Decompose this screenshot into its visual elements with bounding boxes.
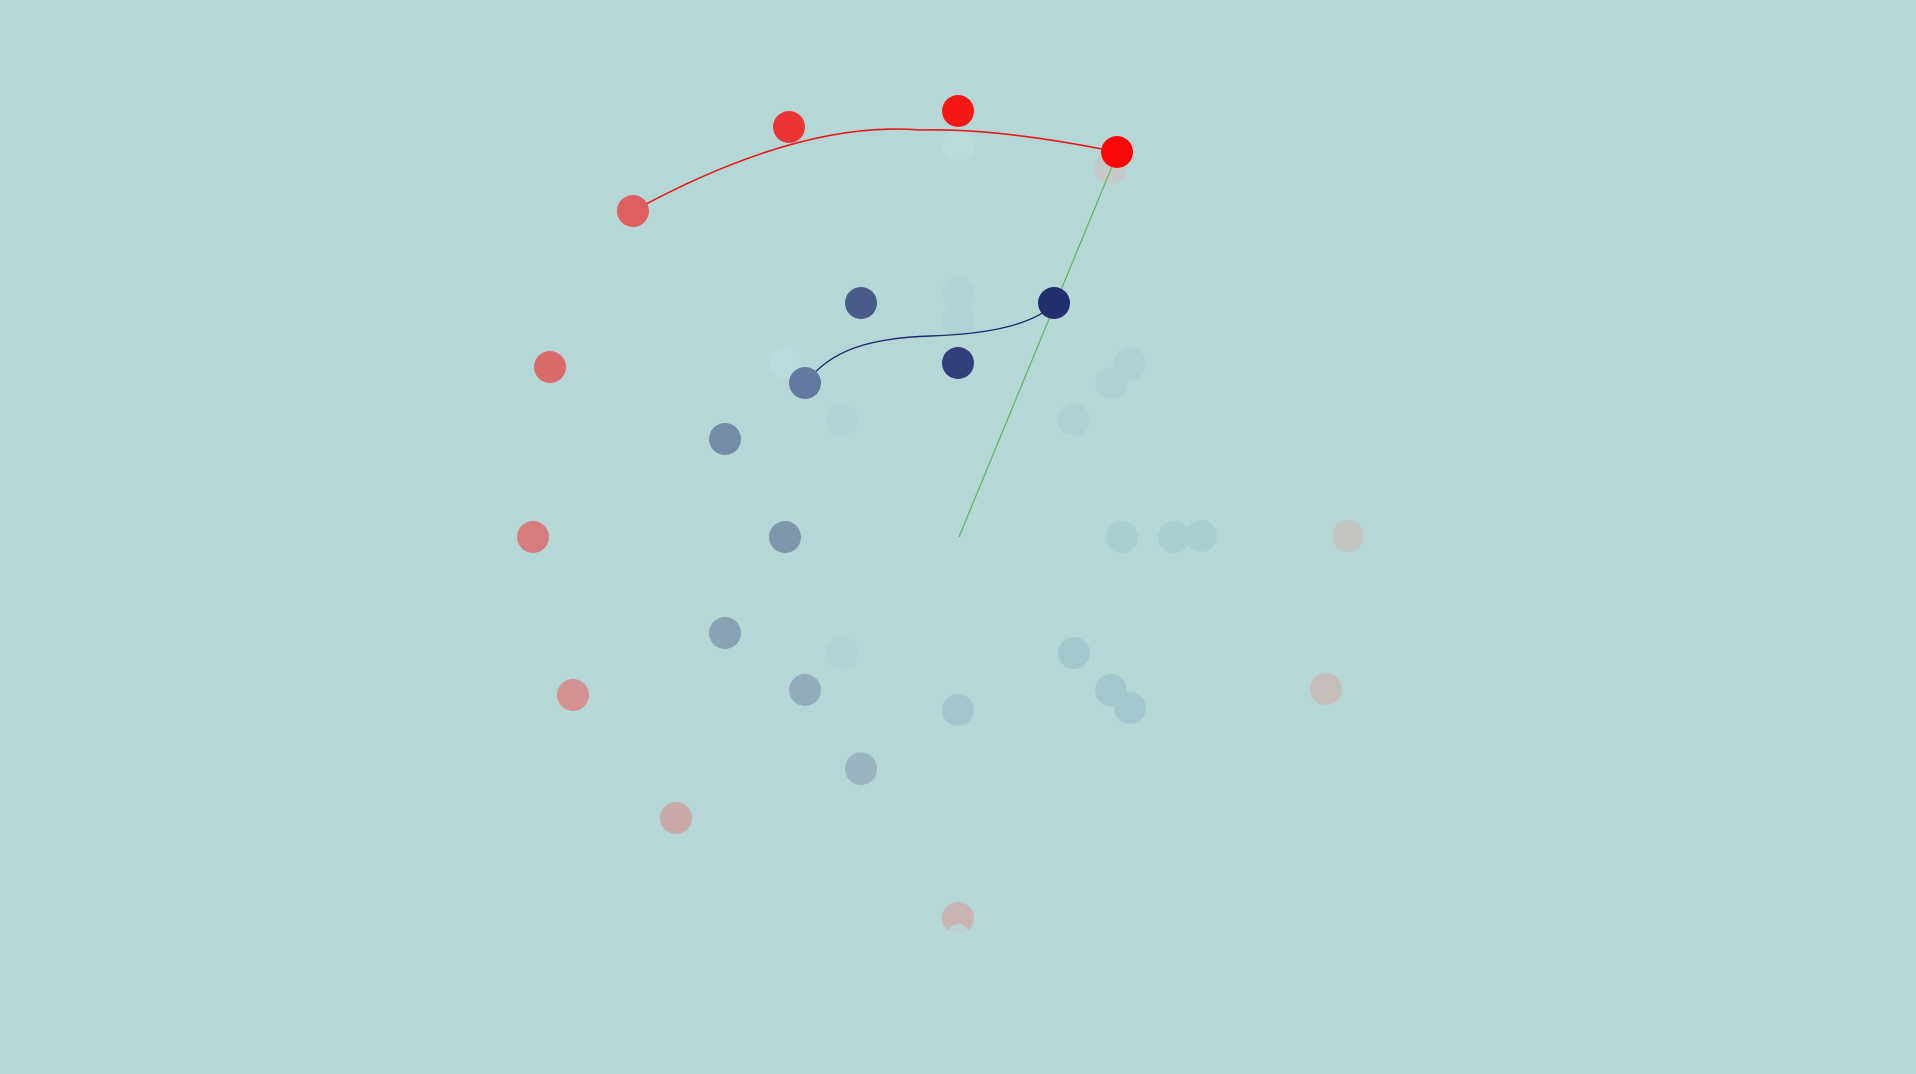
ghost-ball [1058, 404, 1090, 436]
red-trajectory [632, 128, 1118, 212]
ghost-ball [769, 347, 801, 379]
ghost-ball [1058, 637, 1090, 669]
ghost-ball [942, 304, 974, 336]
ghost-ball [942, 129, 974, 161]
ghost-ball [1332, 520, 1364, 552]
ghost-ball [1310, 673, 1342, 705]
blue-ball[interactable] [845, 753, 877, 785]
ghost-ball [946, 924, 970, 948]
blue-ball[interactable] [769, 521, 801, 553]
ghost-ball [826, 404, 858, 436]
blue-ball[interactable] [942, 347, 974, 379]
blue-ball[interactable] [789, 674, 821, 706]
blue-ball[interactable] [845, 287, 877, 319]
ghost-ball [942, 902, 974, 934]
ghost-ball [660, 802, 692, 834]
ghost-ball [1106, 521, 1138, 553]
blue-ball[interactable] [789, 367, 821, 399]
ghost-ball [1114, 692, 1146, 724]
red-ball[interactable] [1101, 136, 1133, 168]
red-ball[interactable] [773, 111, 805, 143]
blue-ball[interactable] [1038, 287, 1070, 319]
blue-ball[interactable] [709, 423, 741, 455]
blue-ball[interactable] [709, 617, 741, 649]
ghost-ball [826, 637, 858, 669]
ghost-ball [1185, 520, 1217, 552]
ghost-ball [942, 277, 974, 309]
red-balls [517, 95, 1133, 711]
aim-line [958, 151, 1119, 538]
red-ball[interactable] [517, 521, 549, 553]
ghost-ball [1095, 367, 1127, 399]
red-ball[interactable] [617, 195, 649, 227]
red-ball[interactable] [534, 351, 566, 383]
ghost-ball [942, 694, 974, 726]
red-ball[interactable] [942, 95, 974, 127]
red-ball[interactable] [557, 679, 589, 711]
blue-balls [709, 287, 1070, 785]
navy-trajectory [805, 304, 1055, 384]
ghost-balls [660, 129, 1364, 948]
ghost-ball [1158, 521, 1190, 553]
